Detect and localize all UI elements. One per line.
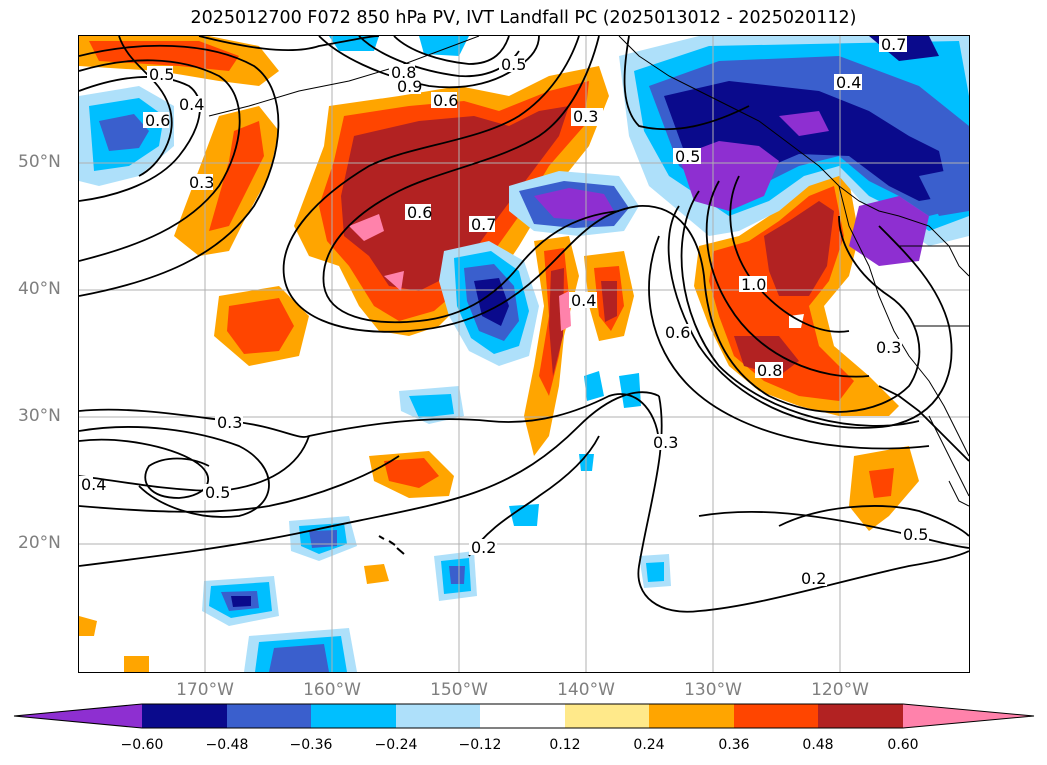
- contour-label: 0.6: [145, 111, 170, 130]
- colorbar-tick: 0.12: [549, 737, 580, 753]
- plot-title: 2025012700 F072 850 hPa PV, IVT Landfall…: [0, 8, 1047, 28]
- contour-label: 0.5: [903, 525, 928, 544]
- contour-label: 0.3: [189, 173, 214, 192]
- contour-label: 0.4: [81, 475, 106, 494]
- lon-label-130w: 130°W: [684, 680, 742, 700]
- contour-label: 0.3: [217, 413, 242, 432]
- lon-label-160w: 160°W: [303, 680, 361, 700]
- pv-positive-blob-g: [124, 656, 149, 672]
- hawaii-islands: [379, 536, 404, 554]
- pv-negative-blob-7-core: [269, 644, 329, 672]
- contour-label: 0.5: [205, 483, 230, 502]
- pv-shading: [79, 36, 969, 672]
- colorbar-cell: [227, 704, 311, 728]
- contour-label: 0.6: [665, 323, 690, 342]
- contour-label: 0.8: [391, 63, 416, 82]
- pv-positive-blob-f: [79, 616, 97, 636]
- contour-label: 0.5: [675, 147, 700, 166]
- colorbar-cell: [14, 704, 142, 728]
- contour-label: 0.6: [433, 91, 458, 110]
- pv-negative-blob-4-core: [309, 530, 337, 548]
- lon-label-120w: 120°W: [811, 680, 869, 700]
- contour-label: 0.7: [881, 36, 906, 54]
- colorbar-tick: −0.60: [121, 737, 164, 753]
- colorbar-tick: 0.36: [718, 737, 749, 753]
- pv-negative-blob-6-peak: [231, 596, 251, 607]
- coastline-baja: [929, 416, 969, 506]
- lon-label-150w: 150°W: [430, 680, 488, 700]
- lon-label-170w: 170°W: [176, 680, 234, 700]
- colorbar-tick: 0.48: [802, 737, 833, 753]
- contour-label: 0.2: [471, 538, 496, 557]
- colorbar-cell: [565, 704, 649, 728]
- contour-label: 0.2: [801, 569, 826, 588]
- contour-label: 0.4: [571, 291, 596, 310]
- pv-negative-blob-2: [584, 371, 604, 401]
- colorbar-cell: [649, 704, 734, 728]
- contour-label: 0.4: [179, 95, 204, 114]
- colorbar-cell: [734, 704, 818, 728]
- contour-label: 0.7: [471, 215, 496, 234]
- colorbar: [12, 703, 1036, 729]
- map-panel: 0.5 0.4 0.6 0.3 0.9 0.8 0.6 0.5 0.3 0.6 …: [79, 36, 969, 672]
- colorbar-tick: −0.12: [459, 737, 502, 753]
- colorbar-cell: [818, 704, 903, 728]
- colorbar-cell: [142, 704, 227, 728]
- colorbar-tick: −0.24: [375, 737, 418, 753]
- pv-negative-nw-top2: [419, 36, 469, 56]
- pv-negative-blob-5-core: [449, 566, 465, 584]
- contour-label: 0.8: [757, 361, 782, 380]
- colorbar-cell: [396, 704, 480, 728]
- lat-label-50n: 50°N: [18, 152, 61, 172]
- pv-negative-blob-3: [619, 373, 641, 408]
- contour-label: 0.4: [836, 73, 861, 92]
- pv-negative-blob-8-core: [646, 562, 664, 582]
- pv-positive-blob-e: [364, 564, 389, 584]
- contour-label: 0.3: [876, 338, 901, 357]
- contour-label: 0.6: [407, 203, 432, 222]
- colorbar-cell: [903, 704, 1034, 728]
- lon-label-140w: 140°W: [557, 680, 615, 700]
- lat-label-40n: 40°N: [18, 279, 61, 299]
- lat-label-20n: 20°N: [18, 533, 61, 553]
- colorbar-tick: 0.60: [887, 737, 918, 753]
- contour-label: 1.0: [741, 275, 766, 294]
- contour-label: 0.5: [501, 55, 526, 74]
- colorbar-cell: [311, 704, 396, 728]
- contour-label: 0.3: [573, 107, 598, 126]
- contour-label: 0.3: [653, 433, 678, 452]
- colorbar-tick: −0.48: [206, 737, 249, 753]
- colorbar-tick: 0.24: [633, 737, 664, 753]
- lat-label-30n: 30°N: [18, 406, 61, 426]
- contour-label: 0.5: [149, 65, 174, 84]
- colorbar-tick: −0.36: [290, 737, 333, 753]
- colorbar-cell: [480, 704, 565, 728]
